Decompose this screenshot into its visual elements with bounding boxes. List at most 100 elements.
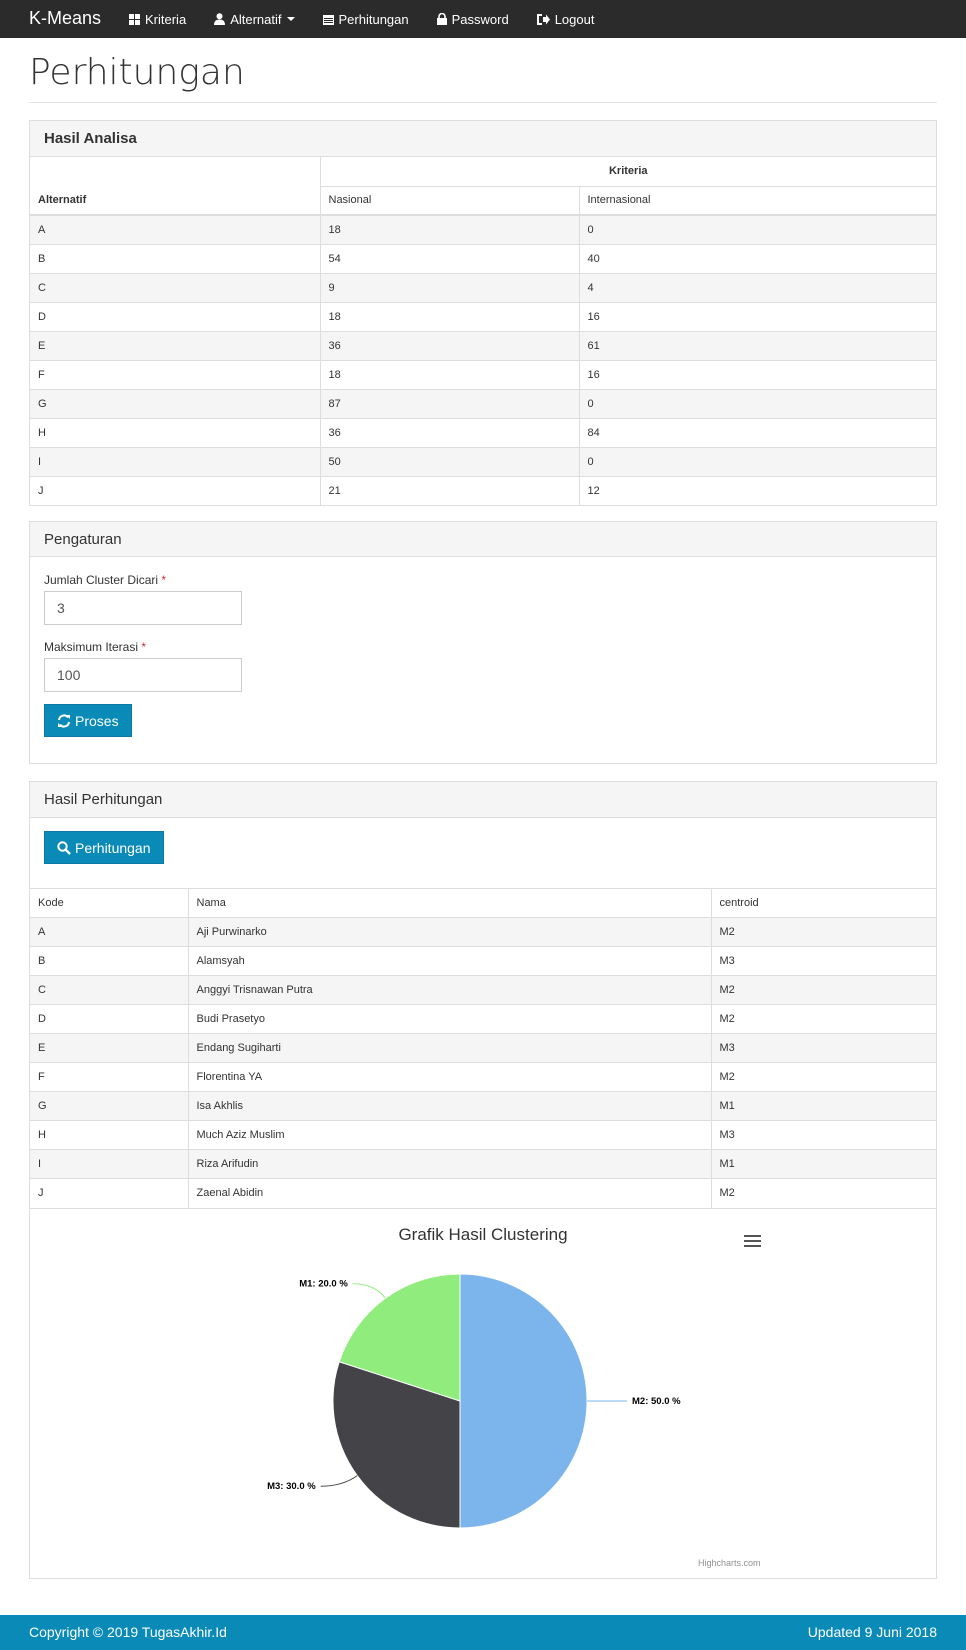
cell-kode: B xyxy=(30,946,189,976)
required-mark: * xyxy=(141,640,147,654)
hasil-perhitungan-heading: Hasil Perhitungan xyxy=(30,782,936,818)
cell-nasional: 18 xyxy=(320,301,580,331)
cell-nama: Isa Akhlis xyxy=(188,1091,712,1121)
perhitungan-button[interactable]: Perhitungan xyxy=(44,831,164,864)
cell-nasional: 21 xyxy=(320,475,580,505)
user-icon xyxy=(214,13,226,25)
nav-item-label: Kriteria xyxy=(145,11,187,27)
cell-alternatif: A xyxy=(30,214,321,244)
perhitungan-toolbar: Perhitungan xyxy=(30,818,936,888)
table-row: C Anggyi Trisnawan Putra M2 xyxy=(30,975,936,1005)
pie-slice-m3[interactable] xyxy=(332,1360,461,1529)
pie-label-m1: M1: 20.0 % xyxy=(299,1278,348,1289)
perhitungan-button-label: Perhitungan xyxy=(75,839,151,856)
cell-alternatif: I xyxy=(30,446,321,476)
analisa-table: Alternatif Kriteria Nasional Internasion… xyxy=(30,157,936,505)
table-row: F Florentina YA M2 xyxy=(30,1062,936,1092)
cell-kode: I xyxy=(30,1149,189,1179)
hasil-analisa-panel: Hasil Analisa Alternatif Kriteria Nasion… xyxy=(29,120,937,506)
iterasi-label-text: Maksimum Iterasi xyxy=(44,640,139,654)
cell-nama: Anggyi Trisnawan Putra xyxy=(188,975,712,1005)
cell-nasional: 9 xyxy=(320,272,580,302)
cell-nasional: 50 xyxy=(320,446,580,476)
col-header-internasional: Internasional xyxy=(579,185,936,216)
cell-nasional: 87 xyxy=(320,388,580,418)
nav-item-perhitungan[interactable]: Perhitungan xyxy=(322,11,409,27)
grid-icon xyxy=(129,13,140,25)
footer-updated: Updated 9 Juni 2018 xyxy=(807,1624,937,1640)
cell-kode: H xyxy=(30,1120,189,1150)
pie-chart: Grafik Hasil Clustering M2: 50.0 % M3: 30… xyxy=(30,1207,936,1578)
col-header-kode: Kode xyxy=(30,888,189,918)
nav-item-logout[interactable]: Logout xyxy=(536,12,594,27)
max-iteration-input[interactable]: 100 xyxy=(44,658,242,692)
col-header-centroid: centroid xyxy=(711,888,936,918)
cell-nama: Much Aziz Muslim xyxy=(188,1120,712,1150)
cell-centroid: M2 xyxy=(711,1004,936,1034)
cell-alternatif: H xyxy=(30,417,321,447)
table-row: I Riza Arifudin M1 xyxy=(30,1149,936,1179)
cell-centroid: M3 xyxy=(711,946,936,976)
table-row: J 21 12 xyxy=(30,475,936,505)
nav-item-label: Password xyxy=(451,11,509,27)
cell-internasional: 0 xyxy=(579,214,936,244)
footer-copyright: Copyright © 2019 TugasAkhir.Id xyxy=(29,1624,227,1640)
cell-centroid: M3 xyxy=(711,1120,936,1150)
cell-kode: E xyxy=(30,1033,189,1063)
nav-item-kriteria[interactable]: Kriteria xyxy=(129,12,186,27)
lock-icon xyxy=(436,13,447,25)
cell-alternatif: G xyxy=(30,388,321,418)
table-row: E Endang Sugiharti M3 xyxy=(30,1033,936,1063)
chart-credits-link[interactable]: Highcharts.com xyxy=(698,1557,761,1568)
table-row: A 18 0 xyxy=(30,214,936,244)
hasil-analisa-heading: Hasil Analisa xyxy=(30,121,936,157)
cell-internasional: 0 xyxy=(579,388,936,418)
cell-alternatif: C xyxy=(30,272,321,302)
cell-nama: Alamsyah xyxy=(188,946,712,976)
cluster-count-input[interactable]: 3 xyxy=(44,591,242,625)
cell-internasional: 61 xyxy=(579,330,936,360)
footer: Copyright © 2019 TugasAkhir.Id Updated 9… xyxy=(0,1615,966,1650)
cell-alternatif: J xyxy=(30,475,321,505)
cluster-label: Jumlah Cluster Dicari * xyxy=(44,573,166,587)
cell-centroid: M1 xyxy=(711,1091,936,1121)
cell-internasional: 4 xyxy=(579,272,936,302)
table-row: I 50 0 xyxy=(30,446,936,476)
page-title: Perhitungan xyxy=(29,52,245,93)
cell-internasional: 40 xyxy=(579,243,936,273)
required-mark: * xyxy=(161,573,167,587)
cell-nama: Budi Prasetyo xyxy=(188,1004,712,1034)
cell-centroid: M1 xyxy=(711,1149,936,1179)
pie-label-m2: M2: 50.0 % xyxy=(632,1396,681,1407)
cell-nasional: 18 xyxy=(320,359,580,389)
table-row: G Isa Akhlis M1 xyxy=(30,1091,936,1121)
cluster-label-text: Jumlah Cluster Dicari xyxy=(44,573,159,587)
pie-slice-m2[interactable] xyxy=(459,1272,588,1529)
cell-nama: Endang Sugiharti xyxy=(188,1033,712,1063)
hasil-perhitungan-panel: Hasil Perhitungan Perhitungan Kode Nama … xyxy=(29,781,937,1579)
cell-internasional: 84 xyxy=(579,417,936,447)
cell-centroid: M2 xyxy=(711,975,936,1005)
pie-chart-svg: M2: 50.0 % M3: 30.0 % M1: 20.0 % xyxy=(267,1272,681,1529)
cell-kode: A xyxy=(30,917,189,947)
chart-menu-icon[interactable] xyxy=(744,1234,761,1247)
cell-nasional: 36 xyxy=(320,330,580,360)
table-row: G 87 0 xyxy=(30,388,936,418)
brand-link[interactable]: K-Means xyxy=(29,8,102,28)
nav-item-label: Perhitungan xyxy=(338,11,409,27)
pie-slice-m1[interactable] xyxy=(338,1272,461,1402)
pie-connector-m3 xyxy=(320,1474,358,1487)
cell-internasional: 0 xyxy=(579,446,936,476)
cell-internasional: 12 xyxy=(579,475,936,505)
header-divider xyxy=(29,102,937,103)
cell-kode: D xyxy=(30,1004,189,1034)
cell-nama: Zaenal Abidin xyxy=(188,1178,712,1208)
col-header-kriteria: Kriteria xyxy=(608,165,648,178)
nav-item-password[interactable]: Password xyxy=(436,11,509,27)
cell-kode: C xyxy=(30,975,189,1005)
nav-item-alternatif[interactable]: Alternatif xyxy=(214,12,295,27)
proses-button[interactable]: Proses xyxy=(44,704,132,737)
cell-kode: J xyxy=(30,1178,189,1208)
cell-nasional: 18 xyxy=(320,214,580,244)
